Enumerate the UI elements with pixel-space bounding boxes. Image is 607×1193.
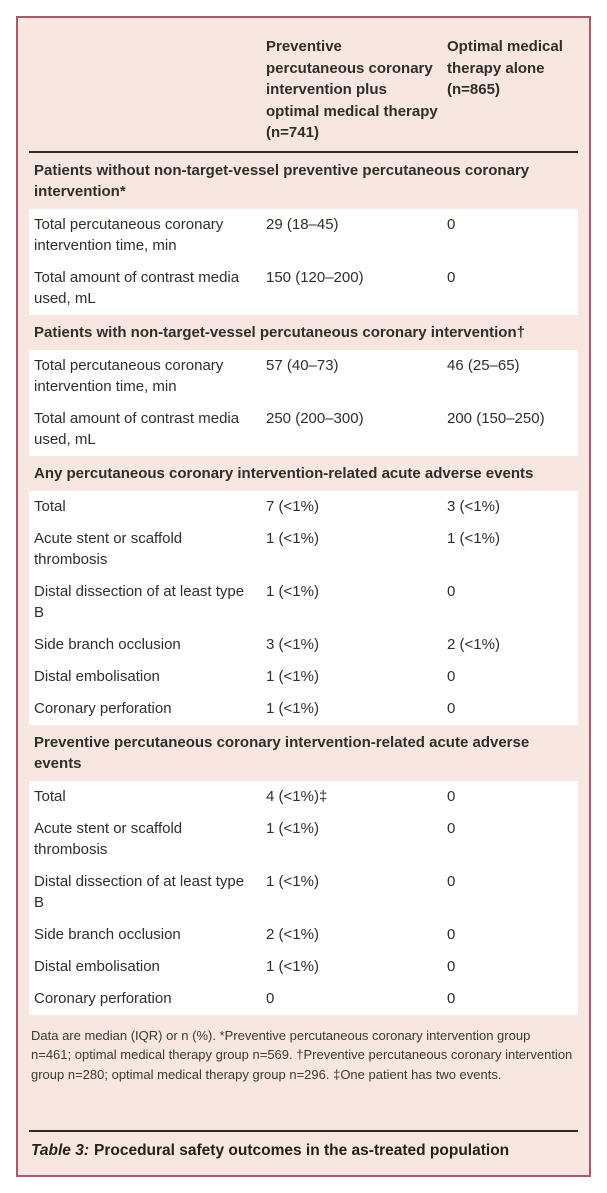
column-header-omt-alone: Optimal medical therapy alone (n=865) xyxy=(447,38,563,98)
row-label: Side branch occlusion xyxy=(34,925,181,943)
row-value-preventive-pci: 3 (<1%) xyxy=(266,635,319,653)
row-value-omt-alone: 0 xyxy=(447,699,456,717)
table-row: Total percutaneous coronary intervention… xyxy=(29,209,578,262)
row-value-omt-alone: 0 xyxy=(447,872,456,890)
table-body: Patients without non-target-vessel preve… xyxy=(29,153,578,1015)
row-value-preventive-pci: 1 (<1%) xyxy=(266,957,319,975)
row-value-preventive-pci: 1 (<1%) xyxy=(266,872,319,890)
row-label: Total percutaneous coronary intervention… xyxy=(34,215,224,254)
column-header-preventive-pci: Preventive percutaneous coronary interve… xyxy=(266,38,438,141)
row-value-omt-alone: 0 xyxy=(447,215,456,233)
table-row: Total percutaneous coronary intervention… xyxy=(29,350,578,403)
section-rows: Total percutaneous coronary intervention… xyxy=(29,208,578,315)
column-header-empty xyxy=(29,36,266,144)
table-row: Distal dissection of at least type B 1 (<… xyxy=(29,576,578,629)
row-value-omt-alone: 0 xyxy=(447,989,456,1007)
row-value-preventive-pci: 1 (<1%) xyxy=(266,819,319,837)
header-rule xyxy=(29,150,578,153)
row-value-preventive-pci: 1 (<1%) xyxy=(266,699,319,717)
row-value-preventive-pci: 57 (40–73) xyxy=(266,356,339,374)
row-value-preventive-pci: 1 (<1%) xyxy=(266,529,319,547)
section-header: Patients with non-target-vessel percutan… xyxy=(34,323,525,341)
row-value-omt-alone: 0 xyxy=(447,925,456,943)
row-value-omt-alone: 2 (<1%) xyxy=(447,635,500,653)
row-value-omt-alone: 0 xyxy=(447,667,456,685)
row-value-preventive-pci: 150 (120–200) xyxy=(266,268,364,286)
table-row: Total amount of contrast media used, mL 2… xyxy=(29,403,578,456)
section-header: Preventive percutaneous coronary interve… xyxy=(34,733,530,772)
table-row: Distal dissection of at least type B 1 (<… xyxy=(29,866,578,919)
row-value-preventive-pci: 1 (<1%) xyxy=(266,582,319,600)
row-value-omt-alone: 0 xyxy=(447,819,456,837)
row-label: Total xyxy=(34,497,66,515)
table-row: Total 7 (<1%) 3 (<1%) xyxy=(29,491,578,523)
table-row: Side branch occlusion 2 (<1%) 0 xyxy=(29,919,578,951)
row-label: Total amount of contrast media used, mL xyxy=(34,268,240,307)
row-value-preventive-pci: 2 (<1%) xyxy=(266,925,319,943)
table-row: Coronary perforation 0 0 xyxy=(29,983,578,1015)
row-value-preventive-pci: 7 (<1%) xyxy=(266,497,319,515)
row-value-omt-alone: 3 (<1%) xyxy=(447,497,500,515)
section-rows: Total 4 (<1%)‡ 0 Acute stent or scaffold th… xyxy=(29,780,578,1015)
row-value-omt-alone: 46 (25–65) xyxy=(447,356,520,374)
table-header-row: Preventive percutaneous coronary interve… xyxy=(29,36,578,144)
row-label: Distal embolisation xyxy=(34,667,160,685)
row-label: Total percutaneous coronary intervention… xyxy=(34,356,224,395)
table-caption-text: Procedural safety outcomes in the as-tre… xyxy=(94,1142,510,1159)
row-label: Distal dissection of at least type B xyxy=(34,872,245,911)
row-value-omt-alone: 0 xyxy=(447,582,456,600)
row-value-preventive-pci: 250 (200–300) xyxy=(266,409,364,427)
table-caption: Table 3: Procedural safety outcomes in th… xyxy=(29,1132,578,1165)
table-row: Acute stent or scaffold thrombosis 1 (<1%… xyxy=(29,813,578,866)
row-label: Acute stent or scaffold thrombosis xyxy=(34,819,183,858)
row-label: Distal dissection of at least type B xyxy=(34,582,245,621)
section-rows: Total 7 (<1%) 3 (<1%) Acute stent or scaffo… xyxy=(29,490,578,725)
caption-rule xyxy=(29,1130,578,1132)
row-label: Total xyxy=(34,787,66,805)
row-value-omt-alone: 200 (150–250) xyxy=(447,409,545,427)
row-label: Total amount of contrast media used, mL xyxy=(34,409,240,448)
table-row: Distal embolisation 1 (<1%) 0 xyxy=(29,661,578,693)
section-rows: Total percutaneous coronary intervention… xyxy=(29,349,578,456)
row-value-preventive-pci: 1 (<1%) xyxy=(266,667,319,685)
table3-card: Preventive percutaneous coronary interve… xyxy=(16,16,591,1177)
section-header: Patients without non-target-vessel preve… xyxy=(34,161,530,200)
row-value-omt-alone: 0 xyxy=(447,957,456,975)
table-caption-label: Table 3: xyxy=(31,1142,89,1159)
table-row: Coronary perforation 1 (<1%) 0 xyxy=(29,693,578,725)
table-row: Distal embolisation 1 (<1%) 0 xyxy=(29,951,578,983)
row-value-preventive-pci: 29 (18–45) xyxy=(266,215,339,233)
row-label: Acute stent or scaffold thrombosis xyxy=(34,529,183,568)
table-footnote: Data are median (IQR) or n (%). *Prevent… xyxy=(31,1027,573,1082)
row-label: Side branch occlusion xyxy=(34,635,181,653)
table-row: Total amount of contrast media used, mL 1… xyxy=(29,262,578,315)
row-label: Coronary perforation xyxy=(34,699,172,717)
table-row: Acute stent or scaffold thrombosis 1 (<1%… xyxy=(29,523,578,576)
section-header: Any percutaneous coronary intervention-r… xyxy=(34,464,534,482)
table-row: Total 4 (<1%)‡ 0 xyxy=(29,781,578,813)
row-value-omt-alone: 0 xyxy=(447,268,456,286)
row-value-preventive-pci: 4 (<1%)‡ xyxy=(266,787,328,805)
row-value-omt-alone: 0 xyxy=(447,787,456,805)
row-label: Coronary perforation xyxy=(34,989,172,1007)
row-value-omt-alone: 1 (<1%) xyxy=(447,529,500,547)
row-label: Distal embolisation xyxy=(34,957,160,975)
table-row: Side branch occlusion 3 (<1%) 2 (<1%) xyxy=(29,629,578,661)
row-value-preventive-pci: 0 xyxy=(266,989,275,1007)
